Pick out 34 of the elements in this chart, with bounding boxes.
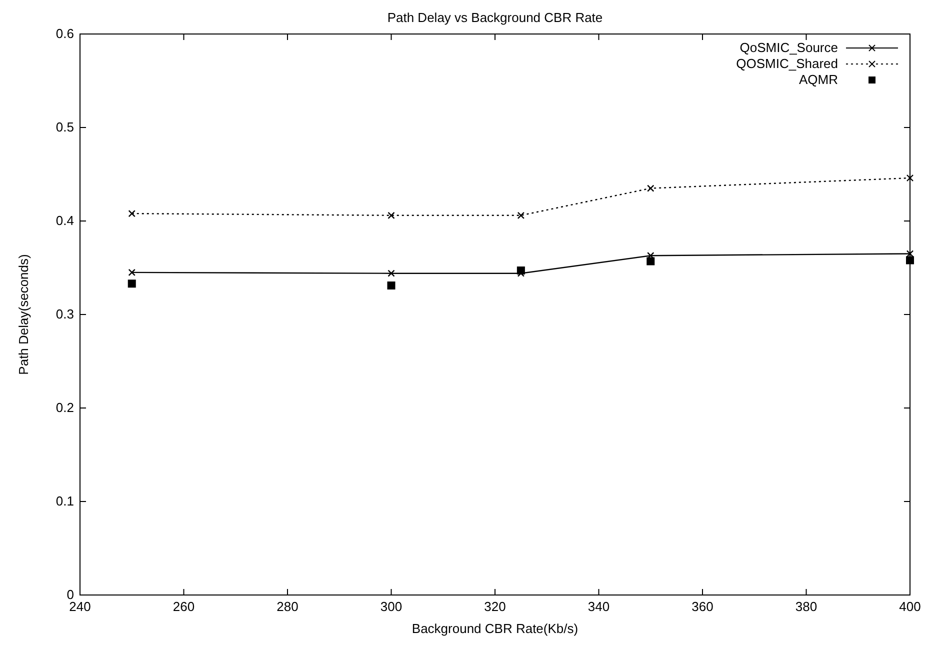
- y-tick-label: 0.6: [56, 26, 74, 41]
- point: [388, 270, 395, 277]
- point: [906, 174, 914, 182]
- y-axis-title: Path Delay(seconds): [16, 254, 31, 375]
- legend-label: QOSMIC_Shared: [736, 56, 838, 71]
- y-tick-label: 0.4: [56, 213, 74, 228]
- x-tick-label: 260: [172, 599, 195, 614]
- point: [906, 250, 914, 258]
- y-tick-label: 0.2: [56, 400, 74, 415]
- point: [128, 280, 136, 288]
- x-tick-label: 360: [692, 599, 714, 614]
- chart-title: Path Delay vs Background CBR Rate: [387, 10, 603, 25]
- x-tick-label: 380: [795, 599, 818, 614]
- y-tick-label: 0.3: [56, 306, 74, 322]
- point: [647, 184, 654, 192]
- point: [387, 282, 396, 290]
- point: [517, 212, 525, 219]
- x-axis-title: Background CBR Rate(Kb/s): [412, 621, 578, 636]
- y-tick-label: 0: [66, 587, 74, 602]
- x-tick-label: 280: [276, 599, 298, 614]
- y-tick-label: 0.1: [56, 494, 74, 508]
- point: [388, 212, 395, 219]
- legend-label: AQMR: [799, 72, 838, 87]
- x-tick-label: 240: [69, 599, 91, 614]
- legend-label: QoSMIC_Source: [740, 40, 838, 55]
- x-tick-label: 400: [899, 599, 921, 614]
- point: [906, 256, 914, 264]
- x-tick-label: 300: [380, 599, 402, 614]
- x-tick-label: 320: [484, 599, 506, 614]
- point: [646, 257, 655, 266]
- point: [128, 268, 136, 276]
- x-tick-label: 340: [588, 599, 610, 614]
- y-tick-label: 0.5: [56, 120, 74, 134]
- point: [128, 210, 136, 218]
